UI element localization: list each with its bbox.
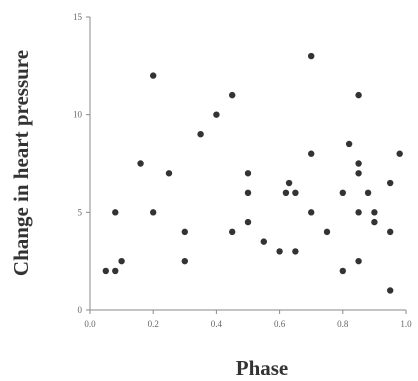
y-axis: 0 5 10 15 — [73, 12, 91, 315]
data-point — [260, 238, 267, 245]
data-point — [371, 218, 378, 226]
data-point — [229, 91, 236, 99]
data-point — [244, 189, 252, 196]
data-point — [355, 91, 362, 99]
data-point — [355, 160, 362, 167]
y-tick-label: 10 — [73, 110, 83, 120]
data-point — [339, 189, 346, 196]
data-point — [244, 170, 252, 177]
x-tick-label: 0.8 — [337, 319, 349, 329]
y-tick-label: 15 — [73, 12, 83, 22]
y-tick-label: 5 — [78, 207, 83, 217]
data-point — [387, 179, 394, 187]
data-point — [345, 140, 353, 148]
data-point — [181, 228, 188, 236]
x-tick-label: 0.4 — [211, 319, 223, 329]
x-tick-label: 0.0 — [84, 319, 96, 329]
x-tick-label: 0.2 — [148, 319, 159, 329]
data-point — [285, 179, 293, 187]
data-point — [282, 189, 290, 196]
data-points — [102, 52, 403, 294]
data-point — [387, 228, 394, 236]
data-point — [308, 52, 315, 60]
data-point — [150, 72, 157, 79]
data-point — [364, 189, 372, 196]
data-point — [150, 209, 157, 216]
x-tick-label: 1.0 — [400, 319, 412, 329]
data-point — [244, 218, 252, 226]
data-point — [355, 209, 362, 216]
data-point — [229, 228, 236, 236]
data-point — [371, 209, 378, 216]
data-point — [355, 257, 362, 265]
x-tick-label: 0.6 — [274, 319, 286, 329]
data-point — [396, 150, 403, 157]
x-axis-title: Phase — [236, 356, 289, 380]
data-point — [292, 189, 299, 196]
data-point — [181, 257, 188, 265]
data-point — [323, 228, 331, 236]
data-point — [292, 248, 299, 255]
data-point — [137, 160, 144, 167]
data-point — [118, 257, 125, 265]
data-point — [112, 209, 119, 216]
data-point — [339, 267, 346, 275]
data-point — [197, 131, 204, 138]
data-point — [355, 170, 362, 177]
x-axis: 0.0 0.2 0.4 0.6 0.8 1.0 — [84, 309, 412, 329]
data-point — [387, 287, 394, 294]
data-point — [102, 267, 110, 275]
y-axis-title: Change in heart pressure — [9, 50, 33, 276]
data-point — [213, 111, 220, 118]
data-point — [112, 267, 119, 275]
data-point — [308, 209, 315, 216]
data-point — [276, 248, 283, 255]
y-tick-label: 0 — [78, 305, 83, 315]
data-point — [165, 170, 173, 177]
data-point — [308, 150, 315, 157]
